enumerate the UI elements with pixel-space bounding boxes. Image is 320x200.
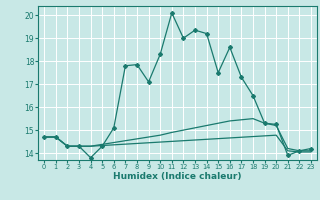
X-axis label: Humidex (Indice chaleur): Humidex (Indice chaleur)	[113, 172, 242, 181]
